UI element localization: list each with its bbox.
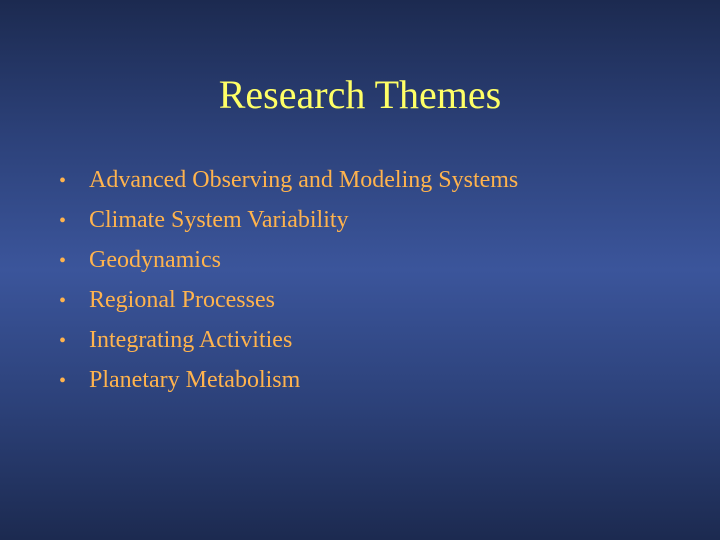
bullet-text: Regional Processes: [89, 287, 275, 313]
bullet-icon: •: [59, 210, 67, 232]
slide-title: Research Themes: [218, 72, 502, 117]
bullet-icon: •: [59, 170, 67, 192]
bullet-text: Advanced Observing and Modeling Systems: [89, 167, 519, 193]
list-item: • Climate System Variability: [59, 200, 518, 240]
list-item: • Regional Processes: [59, 280, 518, 320]
list-item: • Advanced Observing and Modeling System…: [59, 160, 518, 200]
list-item: • Integrating Activities: [59, 320, 518, 360]
bullet-icon: •: [59, 290, 67, 312]
list-item: • Geodynamics: [59, 240, 518, 280]
bullet-text: Planetary Metabolism: [89, 367, 301, 393]
bullet-text: Climate System Variability: [89, 207, 349, 233]
bullet-text: Geodynamics: [89, 247, 221, 273]
bullet-icon: •: [59, 370, 67, 392]
bullet-icon: •: [59, 250, 67, 272]
bullet-text: Integrating Activities: [89, 327, 293, 353]
list-item: • Planetary Metabolism: [59, 360, 518, 400]
bullet-icon: •: [59, 330, 67, 352]
bullet-list: • Advanced Observing and Modeling System…: [59, 160, 518, 400]
